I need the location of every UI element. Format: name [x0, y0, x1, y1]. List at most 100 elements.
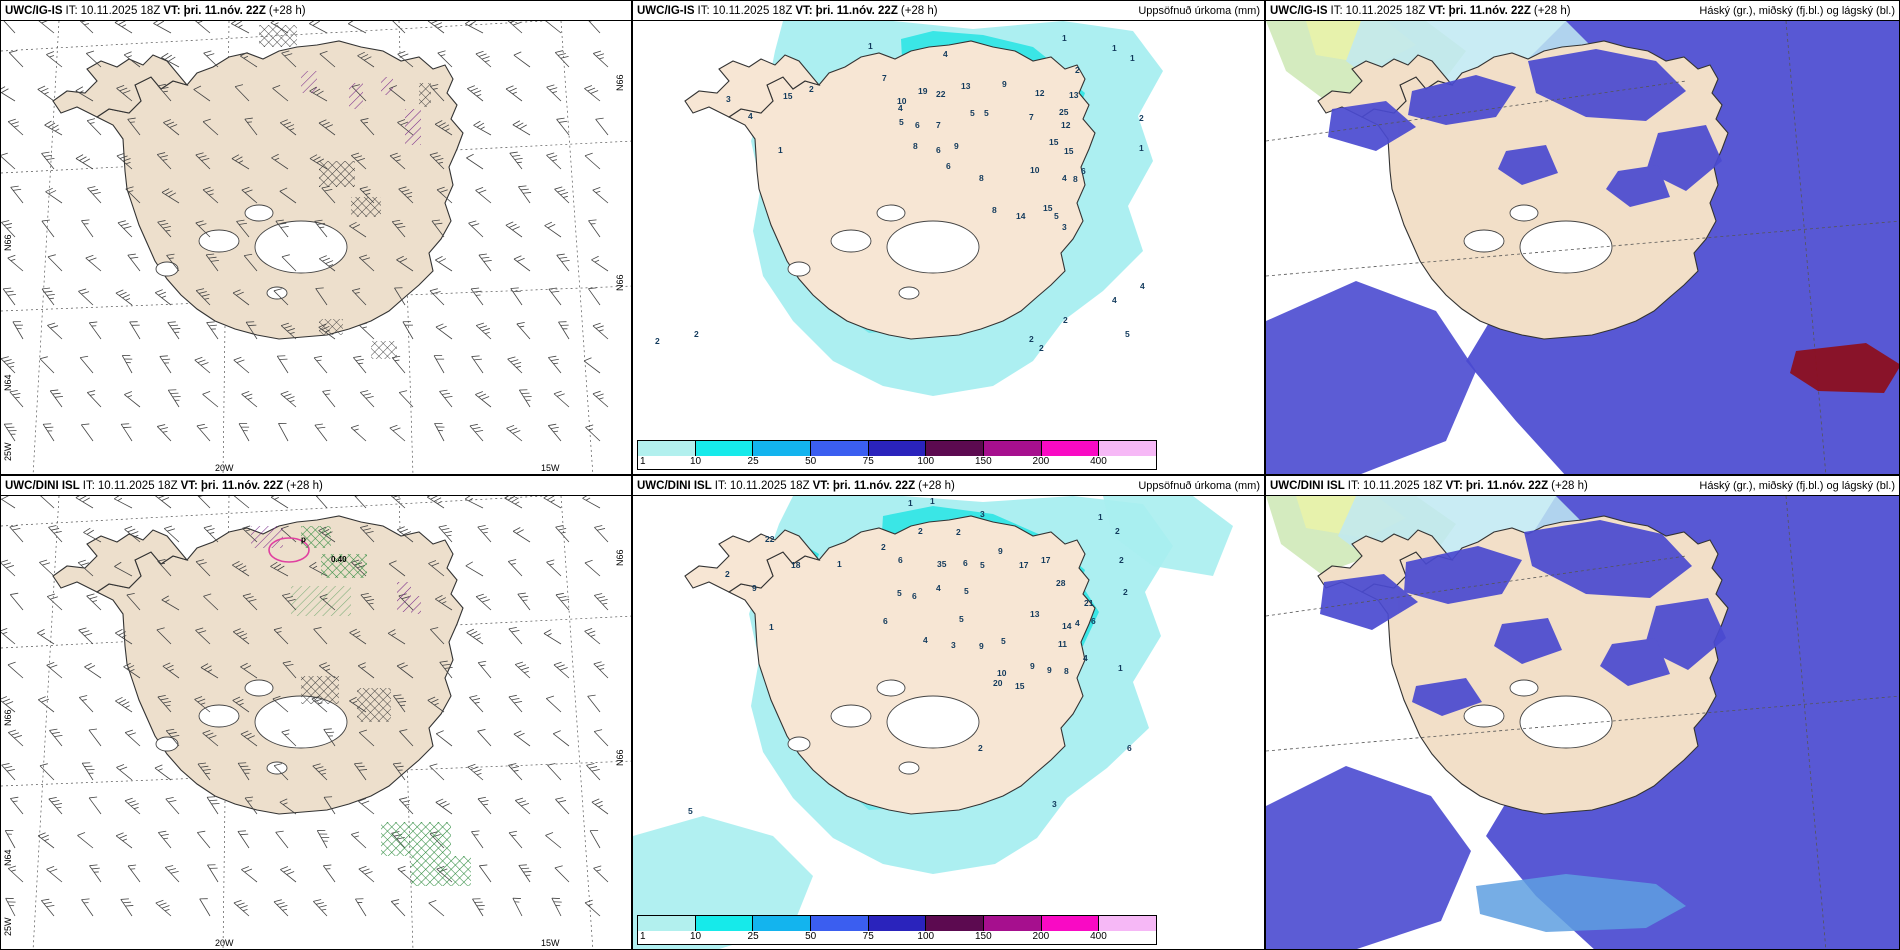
wind-barb-shaft [478, 865, 492, 883]
wind-barb-full [435, 255, 443, 261]
wind-barb-full [513, 362, 522, 366]
panel-bottom-wind[interactable]: UWC/DINI ISL IT: 10.11.2025 18Z VT: þri.… [0, 475, 632, 950]
wind-barb-full [240, 730, 249, 735]
wind-barb-full [3, 562, 12, 566]
wind-barb-full [48, 525, 57, 528]
wind-barb-half [598, 329, 604, 332]
colorbar-tick-50: 50 [805, 931, 817, 942]
wind-barb-shaft [279, 122, 297, 136]
precip-value-label: 13 [1069, 90, 1079, 100]
wind-barb-full [360, 525, 369, 528]
wind-barb-half [312, 565, 318, 569]
panel-top-cloud[interactable]: UWC/IG-IS IT: 10.11.2025 18Z VT: þri. 11… [1265, 0, 1900, 475]
wind-barb-full [47, 122, 56, 128]
map-canvas-cloud-bottom[interactable] [1266, 496, 1899, 949]
wind-barb-full [200, 663, 209, 668]
wind-barb-full [322, 121, 330, 126]
wind-barb-shaft [512, 898, 523, 917]
wind-barb-half [395, 159, 401, 162]
wind-barb-shaft [77, 562, 94, 577]
map-canvas-precip-bottom[interactable]: 1 1 3 1 22 18 1 2 9 1 2 6 2 35 2 6 5 9 17 17 2 2 5 6 4 5 28 21 2 6 5 13… [633, 496, 1264, 949]
wind-barb-shaft [592, 189, 609, 204]
wind-barb-full [593, 661, 602, 665]
wind-barb-shaft [1, 498, 16, 509]
wind-barb-full [359, 186, 368, 190]
wind-barb-full [319, 662, 327, 667]
colorbar-tick-100: 100 [917, 931, 935, 942]
wind-barb-full [353, 355, 362, 358]
wind-barb-shaft [206, 322, 219, 340]
wind-barb-full [478, 253, 487, 256]
precip-value-label: 14 [1016, 211, 1026, 221]
map-canvas-precip-top[interactable]: 1 4 1 1 1 3 15 2 7 10 19 22 13 9 12 13 2 4 4 5 6 7 5 5 7 25 2 1 8 6 9 1… [633, 21, 1264, 474]
wind-barb-full [49, 728, 58, 731]
wind-barbs [1, 496, 609, 917]
wind-barb-half [394, 359, 400, 362]
wind-barb-shaft [40, 496, 55, 509]
wind-barb-half [164, 909, 170, 912]
precip-value-label: 15 [1049, 137, 1059, 147]
wind-barb-full [78, 627, 87, 631]
wind-barb-full [204, 665, 212, 670]
panel-bottom-cloud[interactable]: UWC/DINI ISL IT: 10.11.2025 18Z VT: þri.… [1265, 475, 1900, 950]
wind-barb-full [470, 87, 479, 92]
wind-barb-shaft [593, 663, 609, 679]
wind-barb-shaft [1, 222, 16, 238]
wind-barb-full [283, 393, 292, 397]
wind-barb-full [1, 627, 8, 632]
wind-barb-half [434, 702, 439, 706]
wind-barb-full [115, 696, 123, 702]
precip-colorbar-top[interactable]: 1 10 25 50 75 100 150 200 400 [637, 440, 1157, 470]
wind-barb-half [321, 772, 326, 775]
wind-barb-half [440, 54, 446, 57]
wind-barb-half [10, 258, 16, 262]
wind-barb-shaft [47, 325, 63, 340]
wind-barb-full [161, 188, 170, 193]
wind-barb-full [389, 152, 398, 157]
panel-vt-value: þri. 11.nóv. 22Z [832, 479, 916, 492]
wind-barb-full [512, 527, 521, 532]
precip-colorbar-bottom[interactable]: 1 10 25 50 75 100 150 200 400 [637, 915, 1157, 945]
wind-barb-shaft [281, 256, 297, 272]
wind-barb-full [478, 393, 487, 398]
wind-barb-full [172, 328, 181, 330]
wind-barb-full [561, 259, 570, 262]
wind-barb-shaft [5, 898, 16, 917]
panel-bottom-precip[interactable]: UWC/DINI ISL IT: 10.11.2025 18Z VT: þri.… [632, 475, 1265, 950]
wind-barb-full [205, 189, 214, 193]
lon-edge-25w: 25W [3, 442, 13, 461]
wind-barb-full [198, 155, 207, 159]
panel-it-value: 10.11.2025 18Z [80, 4, 161, 17]
wind-barb-shaft [41, 153, 55, 170]
wind-barb-full [558, 595, 567, 599]
wind-barb-full [161, 595, 169, 601]
wind-barb-shaft [555, 594, 570, 611]
wind-barb-full [319, 255, 327, 260]
wind-barb-shaft [313, 357, 328, 374]
wind-barb-full [206, 253, 215, 256]
colorbar-strip [638, 916, 1157, 931]
wind-barb-shaft [435, 598, 453, 611]
wind-barb-full [512, 120, 521, 126]
map-canvas-cloud-top[interactable] [1266, 21, 1899, 474]
panel-it-label: IT: [82, 479, 95, 492]
wind-barb-full [283, 121, 292, 126]
wind-barb-full [439, 660, 448, 663]
wind-barb-half [512, 91, 517, 95]
wind-barb-full [41, 834, 49, 839]
wind-barb-full [54, 802, 63, 806]
panel-lead-time: (+28 h) [286, 479, 323, 492]
map-canvas-wind-bottom[interactable]: 0.40 p N66 N64 25W N66 N66 20W 15W [1, 496, 631, 949]
wind-barb-full [433, 497, 442, 502]
wind-barb-full [478, 660, 487, 664]
panel-top-precip[interactable]: UWC/IG-IS IT: 10.11.2025 18Z VT: þri. 11… [632, 0, 1265, 475]
wind-barb-shaft [543, 633, 562, 645]
wind-barb-half [599, 57, 604, 60]
precip-value-label: 5 [959, 614, 964, 624]
wind-barb-full [546, 496, 555, 501]
panel-top-wind[interactable]: UWC/IG-IS IT: 10.11.2025 18Z VT: þri. 11… [0, 0, 632, 475]
map-canvas-wind-top[interactable]: N66 N64 25W N66 N66 20W 15W [1, 21, 631, 474]
wind-barb-half [482, 531, 488, 534]
wind-barb-shaft [588, 21, 601, 34]
wind-barb-shaft [120, 423, 133, 442]
